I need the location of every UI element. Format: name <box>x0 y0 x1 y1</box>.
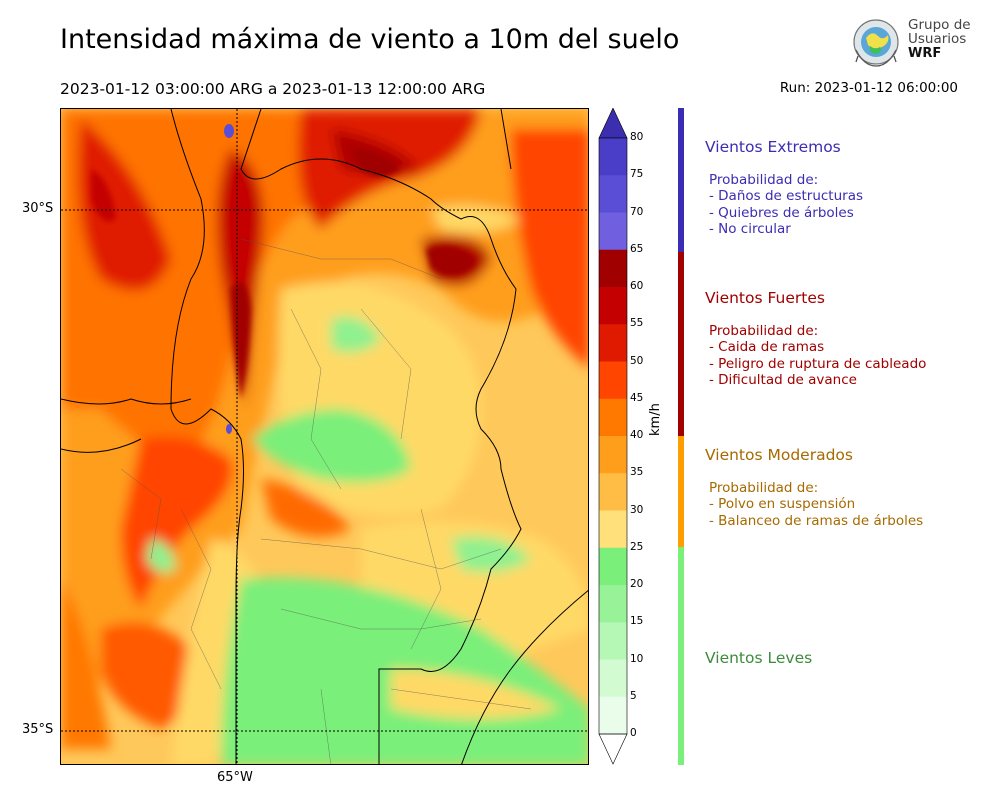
colorbar-tick-label: 0 <box>630 727 637 739</box>
colorbar-extend-max <box>598 107 628 139</box>
colorbar-segment <box>599 696 627 735</box>
category-title: Vientos Extremos <box>705 138 841 156</box>
colorbar-unit: km/h <box>648 403 663 436</box>
colorbar-tick-label: 30 <box>630 503 644 516</box>
category-title: Vientos Leves <box>705 649 813 667</box>
wind-map[interactable] <box>60 108 589 765</box>
category-description-line: - Daños de estructuras <box>709 188 864 205</box>
category-description: Probabilidad de: - Caida de ramas - Peligr… <box>709 323 926 388</box>
category-description-line: - No circular <box>709 220 791 237</box>
colorbar-segment <box>599 324 627 362</box>
colorbar-segment <box>599 138 627 176</box>
colorbar-segment <box>599 473 627 511</box>
category-title: Vientos Fuertes <box>705 289 825 307</box>
colorbar-tick-label: 15 <box>630 615 644 628</box>
logo-line-3: WRF <box>908 46 942 61</box>
colorbar-segment <box>599 659 627 698</box>
category-description-line: - Dificultad de avance <box>709 371 857 388</box>
wind-field-svg <box>61 109 588 764</box>
colorbar <box>598 107 628 765</box>
logo-line-1: Grupo de <box>908 17 971 33</box>
colorbar-tick-label: 10 <box>630 652 644 665</box>
wrf-logo: Grupo de Usuarios WRF <box>848 16 973 72</box>
colorbar-segment <box>599 585 627 623</box>
colorbar-segment <box>599 287 627 325</box>
category-description-line: Probabilidad de: <box>709 172 819 188</box>
colorbar-tick-label: 20 <box>630 578 644 590</box>
colorbar-tick-label: 70 <box>630 205 644 218</box>
colorbar-tick-label: 80 <box>630 131 644 143</box>
colorbar-tick-label: 35 <box>630 466 644 479</box>
colorbar-segment <box>599 212 627 251</box>
wrf-globe-icon <box>853 19 899 67</box>
colorbar-segment <box>599 175 627 213</box>
lat-label-30s: 30°S <box>22 201 54 216</box>
colorbar-tick-label: 65 <box>630 242 644 255</box>
colorbar-segment <box>599 398 627 437</box>
colorbar-tick-label: 50 <box>630 354 644 367</box>
colorbar-extend-min <box>598 733 628 765</box>
lon-label-65w: 65°W <box>217 770 253 785</box>
category-bar-segment <box>678 252 684 436</box>
colorbar-frame <box>598 137 628 735</box>
run-time: Run: 2023-01-12 06:00:00 <box>779 80 958 96</box>
lat-label-35s: 35°S <box>22 722 54 737</box>
colorbar-tick-label: 75 <box>630 168 644 181</box>
colorbar-segment <box>599 249 627 288</box>
category-description: Probabilidad de: - Daños de estructuras - … <box>709 172 863 237</box>
colorbar-tick-label: 45 <box>630 391 644 404</box>
logo-text: Grupo de Usuarios WRF <box>908 18 971 61</box>
colorbar-tick-label: 5 <box>630 689 637 702</box>
category-description-line: - Quiebres de árboles <box>709 204 854 221</box>
category-description: Probabilidad de: - Polvo en suspensión - B… <box>709 480 923 529</box>
colorbar-svg <box>598 107 628 765</box>
category-description-line: - Polvo en suspensión <box>709 496 856 513</box>
category-description-line: Probabilidad de: <box>709 480 819 496</box>
logo-line-2: Usuarios <box>908 31 967 47</box>
category-description-line: - Balanceo de ramas de árboles <box>709 512 924 529</box>
category-description-line: Probabilidad de: <box>709 323 819 339</box>
category-bar-segment <box>678 108 684 252</box>
forecast-period: 2023-01-12 03:00:00 ARG a 2023-01-13 12:… <box>60 80 486 98</box>
colorbar-segment <box>599 622 627 660</box>
category-description-line: - Peligro de ruptura de cableado <box>709 355 927 372</box>
category-title: Vientos Moderados <box>705 446 853 464</box>
colorbar-segment <box>599 361 627 400</box>
colorbar-segment <box>599 436 627 474</box>
category-bar-segment <box>678 436 684 547</box>
colorbar-segment <box>599 547 627 586</box>
category-bar-segment <box>678 547 684 765</box>
colorbar-tick-label: 60 <box>630 280 644 292</box>
page-title: Intensidad máxima de viento a 10m del su… <box>60 24 680 55</box>
colorbar-tick-label: 55 <box>630 317 644 330</box>
colorbar-tick-label: 25 <box>630 540 644 553</box>
category-description-line: - Caida de ramas <box>709 339 825 356</box>
colorbar-tick-label: 40 <box>630 429 644 441</box>
colorbar-segment <box>599 510 627 549</box>
